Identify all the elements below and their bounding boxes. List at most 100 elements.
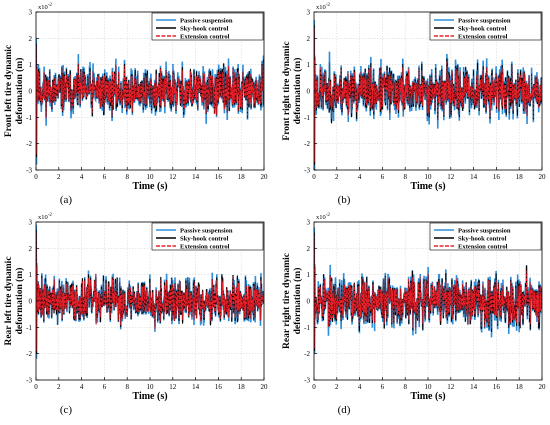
legend-label: Passive suspension — [458, 228, 511, 235]
x-tick-label: 18 — [516, 173, 524, 181]
legend-label: Sky-hook control — [458, 236, 507, 243]
x-tick-label: 4 — [358, 173, 362, 181]
y-axis-label-line1: Rear right tire dynamic — [282, 253, 292, 349]
x-tick-label: 0 — [34, 173, 38, 181]
y-tick-label: -1 — [304, 324, 310, 332]
x-tick-label: 20 — [539, 383, 547, 391]
x-tick-label: 6 — [103, 173, 107, 181]
series-group — [36, 38, 264, 165]
x-tick-label: 0 — [312, 383, 316, 391]
panel-label: (a) — [60, 194, 73, 206]
y-axis-label-line1: Rear left tire dynamic — [4, 256, 14, 345]
y-exponent-sup: -2 — [48, 3, 53, 8]
y-tick-label: 1 — [29, 271, 33, 279]
y-tick-label: -1 — [26, 114, 32, 122]
y-tick-label: 2 — [307, 35, 311, 43]
x-tick-label: 4 — [358, 383, 362, 391]
y-exponent-label: x10-2 — [316, 213, 330, 221]
x-tick-label: 20 — [261, 173, 269, 181]
y-tick-label: -3 — [26, 167, 32, 175]
x-tick-label: 16 — [493, 173, 501, 181]
x-tick-label: 14 — [192, 173, 200, 181]
legend-label: Passive suspension — [180, 18, 233, 25]
x-axis-label: Time (s) — [132, 391, 167, 402]
x-tick-label: 2 — [335, 383, 339, 391]
y-tick-label: -2 — [304, 350, 310, 358]
x-tick-label: 6 — [381, 173, 385, 181]
x-tick-label: 12 — [169, 173, 177, 181]
x-tick-label: 14 — [470, 383, 478, 391]
legend-label: Passive suspension — [458, 18, 511, 25]
x-tick-label: 20 — [261, 383, 269, 391]
x-axis-label: Time (s) — [410, 391, 445, 402]
legend-label: Sky-hook control — [458, 26, 507, 33]
x-tick-label: 14 — [470, 173, 478, 181]
legend-label: Extension control — [180, 34, 230, 41]
y-tick-label: 2 — [307, 245, 311, 253]
x-tick-label: 6 — [381, 383, 385, 391]
x-tick-label: 8 — [125, 383, 129, 391]
x-tick-label: 16 — [493, 383, 501, 391]
x-tick-label: 10 — [147, 383, 155, 391]
x-tick-label: 2 — [57, 173, 61, 181]
x-tick-label: 10 — [425, 173, 433, 181]
y-axis-label-line1: Front right tire dynamic — [282, 41, 292, 140]
x-axis-label: Time (s) — [132, 181, 167, 192]
y-axis-label-line2: deformation (m) — [14, 58, 25, 125]
x-axis-label: Time (s) — [410, 181, 445, 192]
legend-label: Passive suspension — [180, 228, 233, 235]
y-tick-label: 1 — [29, 61, 33, 69]
series-line — [36, 46, 264, 155]
x-tick-label: 14 — [192, 383, 200, 391]
y-tick-label: 3 — [307, 219, 311, 227]
y-tick-label: -2 — [304, 140, 310, 148]
y-exponent-sup: -2 — [326, 3, 331, 8]
chart-panel: 0 2 4 6 8 10 12 14 16 18 20 -3 -2 -1 0 1 2 3 x10-2 Time (s)… — [0, 0, 272, 210]
x-tick-label: 2 — [335, 173, 339, 181]
y-exponent-label: x10-2 — [38, 213, 52, 221]
series-group — [314, 227, 542, 354]
x-tick-label: 8 — [403, 383, 407, 391]
chart-panel: 0 2 4 6 8 10 12 14 16 18 20 -3 -2 -1 0 1 2 3 x10-2 Time (s)… — [278, 0, 550, 210]
y-axis-label-line2: deformation (m) — [292, 268, 303, 335]
y-tick-label: -1 — [304, 114, 310, 122]
x-tick-label: 16 — [215, 173, 223, 181]
legend-label: Sky-hook control — [180, 236, 229, 243]
x-tick-label: 2 — [57, 383, 61, 391]
series-line — [314, 27, 542, 163]
y-tick-label: 3 — [29, 219, 33, 227]
y-tick-label: 3 — [29, 9, 33, 17]
legend-label: Extension control — [458, 34, 508, 41]
y-tick-label: -2 — [26, 350, 32, 358]
y-tick-label: 0 — [307, 298, 311, 306]
y-exponent-sup: -2 — [48, 213, 53, 218]
panel-label: (b) — [338, 194, 351, 206]
panel-label: (d) — [338, 404, 351, 416]
x-tick-label: 20 — [539, 173, 547, 181]
x-tick-label: 4 — [80, 173, 84, 181]
chart-panel: 0 2 4 6 8 10 12 14 16 18 20 -3 -2 -1 0 1 2 3 x10-2 Time (s)… — [0, 210, 272, 420]
x-tick-label: 10 — [425, 383, 433, 391]
y-exponent-sup: -2 — [326, 213, 331, 218]
y-tick-label: -1 — [26, 324, 32, 332]
x-tick-label: 6 — [103, 383, 107, 391]
x-tick-label: 0 — [34, 383, 38, 391]
y-tick-label: 1 — [307, 271, 311, 279]
chart-panel: 0 2 4 6 8 10 12 14 16 18 20 -3 -2 -1 0 1 2 3 x10-2 Time (s)… — [278, 210, 550, 420]
y-tick-label: -3 — [26, 377, 32, 385]
panel-label: (c) — [60, 404, 73, 416]
y-tick-label: -2 — [26, 140, 32, 148]
series-line — [314, 235, 542, 349]
y-exponent-label: x10-2 — [316, 3, 330, 11]
y-tick-label: -3 — [304, 167, 310, 175]
y-tick-label: 0 — [29, 298, 33, 306]
x-tick-label: 18 — [238, 173, 246, 181]
x-tick-label: 12 — [447, 383, 455, 391]
y-tick-label: 2 — [29, 35, 33, 43]
y-exponent-label: x10-2 — [38, 3, 52, 11]
